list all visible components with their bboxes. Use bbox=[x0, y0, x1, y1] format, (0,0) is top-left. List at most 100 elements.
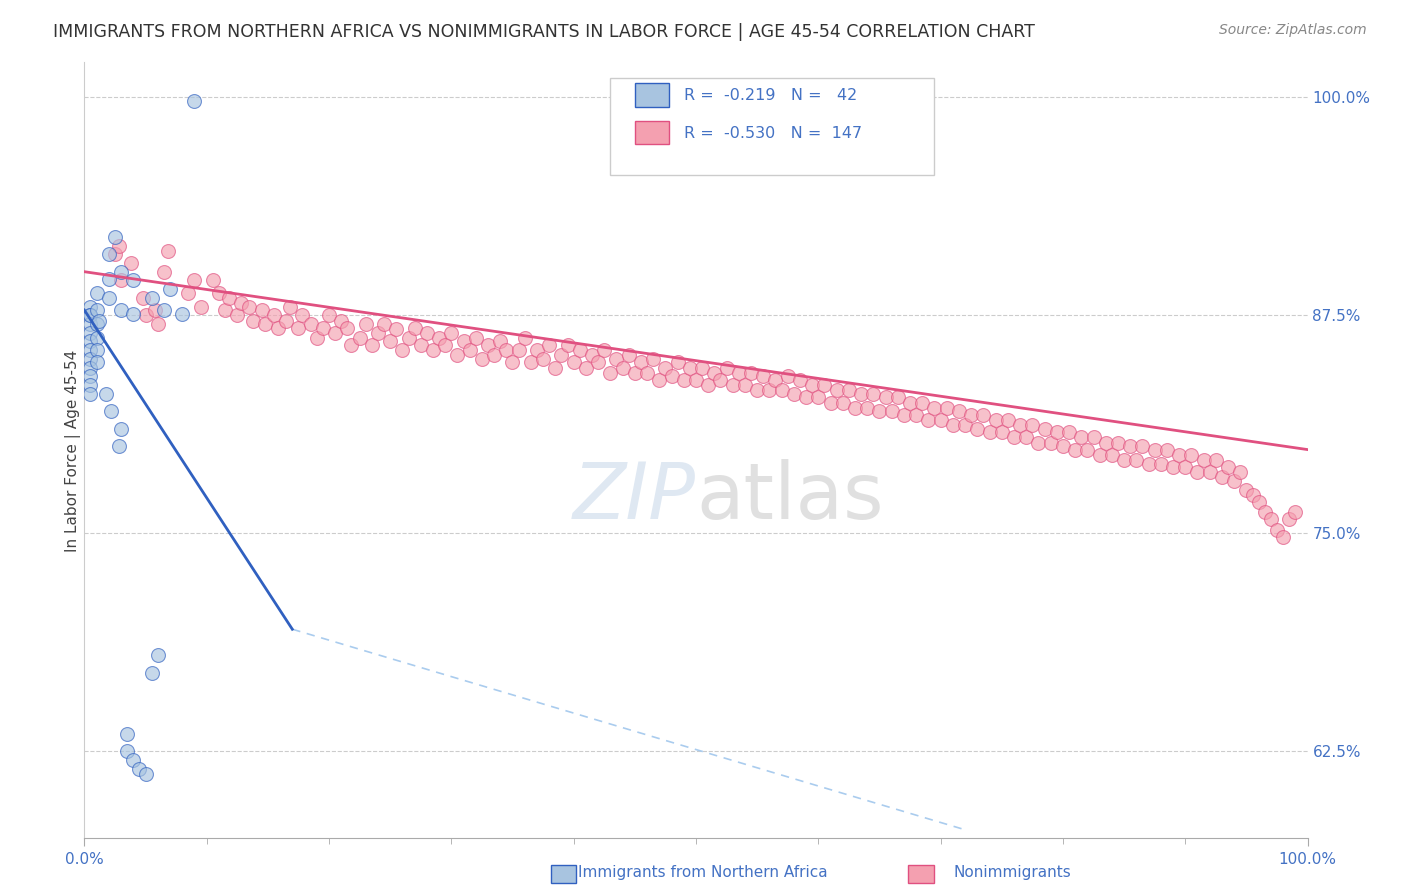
Point bbox=[349, 331, 371, 345]
Point bbox=[924, 401, 946, 415]
Point bbox=[1064, 442, 1087, 457]
Point bbox=[856, 401, 879, 415]
Point bbox=[404, 320, 426, 334]
Point bbox=[1119, 439, 1142, 453]
Point bbox=[1137, 457, 1160, 471]
Text: R =  -0.530   N =  147: R = -0.530 N = 147 bbox=[683, 126, 862, 141]
Point bbox=[367, 326, 389, 340]
Point bbox=[1260, 512, 1282, 526]
Point bbox=[398, 331, 420, 345]
Point bbox=[844, 401, 866, 415]
Point bbox=[612, 360, 634, 375]
Point bbox=[508, 343, 530, 358]
Point bbox=[807, 390, 830, 404]
Point bbox=[1187, 465, 1209, 479]
Point bbox=[143, 303, 166, 318]
Point bbox=[898, 395, 921, 409]
Point bbox=[79, 369, 101, 384]
Point bbox=[703, 366, 725, 380]
Point bbox=[586, 355, 609, 369]
Point bbox=[709, 373, 731, 387]
Point bbox=[1094, 435, 1116, 450]
Point bbox=[520, 355, 543, 369]
Text: ZIP: ZIP bbox=[574, 459, 696, 535]
Point bbox=[935, 401, 957, 415]
Bar bbox=[636, 83, 669, 107]
Point bbox=[86, 331, 108, 345]
Point bbox=[141, 665, 163, 680]
Point bbox=[887, 390, 910, 404]
Point bbox=[672, 373, 695, 387]
Point bbox=[1254, 505, 1277, 519]
Point bbox=[1236, 483, 1258, 497]
Point bbox=[422, 343, 444, 358]
Point bbox=[464, 331, 486, 345]
Point bbox=[972, 408, 994, 422]
Point bbox=[794, 390, 817, 404]
Point bbox=[1192, 453, 1215, 467]
Point bbox=[100, 404, 122, 418]
Point bbox=[446, 348, 468, 362]
Point bbox=[1265, 523, 1288, 537]
Point bbox=[104, 247, 127, 261]
Point bbox=[1125, 453, 1147, 467]
Point bbox=[880, 404, 903, 418]
Point bbox=[208, 285, 231, 300]
Point bbox=[770, 384, 793, 398]
Point bbox=[758, 384, 780, 398]
Point bbox=[391, 343, 413, 358]
Point bbox=[716, 360, 738, 375]
Point bbox=[1021, 418, 1043, 433]
Point bbox=[122, 753, 145, 767]
Point bbox=[531, 351, 554, 366]
Point bbox=[875, 390, 897, 404]
Point bbox=[917, 413, 939, 427]
Point bbox=[1223, 474, 1246, 488]
Point bbox=[666, 355, 689, 369]
Point bbox=[1070, 430, 1092, 444]
Point bbox=[544, 360, 567, 375]
Point bbox=[538, 338, 561, 352]
Point bbox=[568, 343, 591, 358]
Point bbox=[727, 366, 749, 380]
Point bbox=[1150, 457, 1173, 471]
Point bbox=[153, 303, 176, 318]
Point bbox=[458, 343, 481, 358]
Point bbox=[226, 308, 249, 322]
Point bbox=[849, 386, 872, 401]
Point bbox=[416, 326, 439, 340]
Point bbox=[263, 308, 285, 322]
Point bbox=[630, 355, 652, 369]
Point bbox=[427, 331, 450, 345]
Point bbox=[752, 369, 775, 384]
Point bbox=[97, 271, 120, 285]
Point bbox=[783, 386, 806, 401]
Point bbox=[1076, 442, 1098, 457]
Point bbox=[453, 334, 475, 349]
Point bbox=[477, 338, 499, 352]
Point bbox=[360, 338, 382, 352]
Point bbox=[905, 408, 928, 422]
Point bbox=[489, 334, 512, 349]
Point bbox=[190, 300, 212, 314]
Point bbox=[1033, 422, 1056, 436]
Point bbox=[128, 762, 150, 776]
Point bbox=[942, 418, 965, 433]
Point bbox=[1211, 470, 1233, 484]
Point bbox=[79, 308, 101, 322]
Point bbox=[721, 378, 744, 392]
Point bbox=[159, 282, 181, 296]
Point bbox=[440, 326, 463, 340]
Point bbox=[869, 404, 891, 418]
Point bbox=[135, 767, 157, 781]
Point bbox=[96, 386, 118, 401]
Point bbox=[242, 313, 264, 327]
Point bbox=[1046, 425, 1069, 439]
Point bbox=[385, 322, 408, 336]
Point bbox=[291, 308, 314, 322]
Point bbox=[97, 291, 120, 305]
Point bbox=[979, 425, 1001, 439]
Point bbox=[1284, 505, 1306, 519]
Point bbox=[299, 317, 322, 331]
Point bbox=[1114, 453, 1136, 467]
